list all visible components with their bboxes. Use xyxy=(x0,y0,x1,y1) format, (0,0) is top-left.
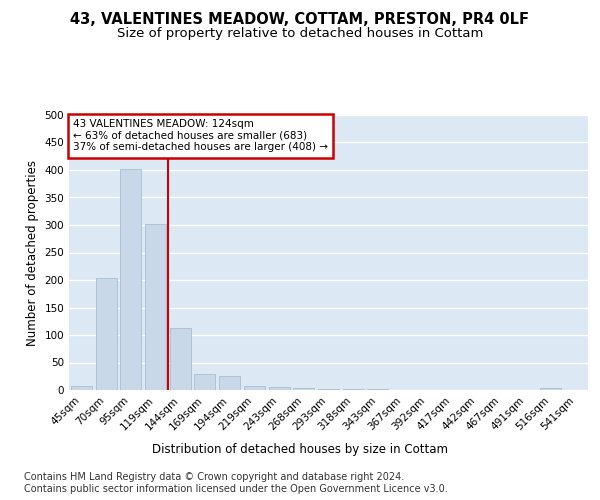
Bar xyxy=(170,328,191,390)
Bar xyxy=(219,376,240,390)
Bar xyxy=(120,169,141,390)
Bar xyxy=(269,387,290,390)
Y-axis label: Number of detached properties: Number of detached properties xyxy=(26,160,39,346)
Bar xyxy=(244,386,265,390)
Text: 43, VALENTINES MEADOW, COTTAM, PRESTON, PR4 0LF: 43, VALENTINES MEADOW, COTTAM, PRESTON, … xyxy=(71,12,530,28)
Text: Contains HM Land Registry data © Crown copyright and database right 2024.
Contai: Contains HM Land Registry data © Crown c… xyxy=(24,472,448,494)
Text: 43 VALENTINES MEADOW: 124sqm
← 63% of detached houses are smaller (683)
37% of s: 43 VALENTINES MEADOW: 124sqm ← 63% of de… xyxy=(73,119,328,152)
Bar xyxy=(293,388,314,390)
Bar xyxy=(541,388,562,390)
Bar xyxy=(145,224,166,390)
Bar xyxy=(194,374,215,390)
Text: Distribution of detached houses by size in Cottam: Distribution of detached houses by size … xyxy=(152,442,448,456)
Text: Size of property relative to detached houses in Cottam: Size of property relative to detached ho… xyxy=(117,28,483,40)
Bar xyxy=(71,386,92,390)
Bar xyxy=(95,278,116,390)
